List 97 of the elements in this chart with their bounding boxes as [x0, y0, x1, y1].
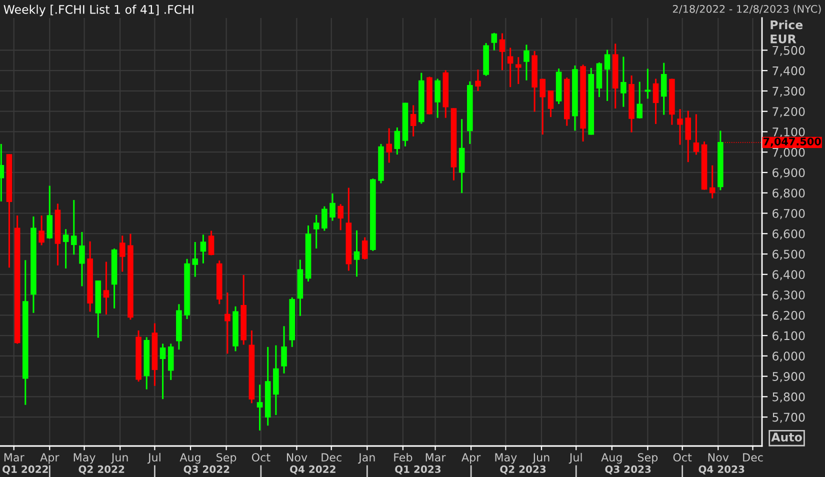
- candlestick: [499, 32, 506, 71]
- x2-tick-label: Q2 2022: [78, 465, 124, 474]
- x-tick-label: Sep: [638, 453, 658, 464]
- x-tick-label: Jun: [532, 453, 550, 464]
- y-tick-label: 7,300: [772, 86, 805, 97]
- x2-tick-label: Q3 2022: [184, 465, 230, 474]
- y-tick-label: 6,400: [772, 270, 805, 280]
- y-tick-label: 7,200: [772, 107, 805, 118]
- candlestick: [330, 192, 336, 222]
- x-tick-label: Dec: [743, 453, 763, 462]
- candlestick: [103, 260, 110, 316]
- x-tick-label: Jul: [147, 452, 160, 464]
- candlestick: [410, 104, 416, 138]
- x2-tick-label: Q4 2022: [290, 465, 336, 474]
- y-axis-title: Price EUR: [770, 20, 803, 44]
- x-tick-label: Aug: [601, 453, 622, 464]
- candlestick: [636, 81, 643, 120]
- y-tick-label: 6,900: [772, 168, 805, 178]
- text: Auto: [771, 432, 802, 442]
- y-tick-label: 5,800: [772, 392, 805, 403]
- candlestick: [322, 206, 328, 232]
- y-tick-label: 6,000: [772, 352, 805, 362]
- candlestick: [491, 32, 498, 52]
- y-tick-label: 6,300: [772, 290, 805, 301]
- x-tick-label: Jan: [358, 453, 375, 464]
- candlestick: [192, 241, 198, 278]
- x2-tick-label: Q1 2023: [395, 465, 441, 474]
- x-tick-label: Oct: [673, 453, 692, 462]
- candlestick: [160, 342, 166, 400]
- x-tick-label: Mar: [4, 453, 24, 462]
- candlestick: [434, 78, 440, 119]
- x2-tick-label: Q4 2023: [698, 465, 744, 474]
- candlestick: [79, 231, 85, 287]
- candlestick: [200, 234, 206, 264]
- candlestick: [540, 78, 546, 136]
- chart-title: Weekly [.FCHI List 1 of 41] .FCHI: [4, 4, 194, 16]
- candlestick: [685, 110, 692, 163]
- candlestick: [644, 68, 651, 100]
- candlestick: [62, 228, 69, 270]
- x2-tick-label: Q2 2023: [500, 465, 546, 474]
- candlestick: [256, 384, 263, 432]
- candlestick: [168, 342, 174, 381]
- x-tick-label: Apr: [40, 453, 60, 464]
- candlestick: [224, 292, 230, 354]
- candlestick: [386, 127, 392, 164]
- x-tick-label: May: [495, 453, 517, 464]
- y-tick-label: 6,800: [772, 188, 805, 199]
- candlestick: [620, 56, 626, 108]
- y-tick-label: 7,000: [772, 148, 805, 158]
- x2-tick-label: Q1 2022: [2, 465, 48, 474]
- candlestick: [119, 234, 126, 273]
- ref-line-label: 7,047.500: [763, 138, 821, 147]
- candlestick: [362, 236, 368, 260]
- candlestick: [338, 203, 344, 231]
- x-tick-label: Dec: [322, 453, 342, 462]
- candlestick: [46, 184, 53, 240]
- y-tick-label: 6,600: [772, 229, 805, 240]
- x-tick-label: Jun: [110, 453, 128, 464]
- x-tick-label: Oct: [252, 453, 270, 462]
- candlestick: [354, 230, 360, 278]
- candlestick: [208, 230, 214, 256]
- y-tick-label: 6,500: [772, 250, 805, 260]
- candlestick: [660, 62, 667, 116]
- x-tick-label: Mar: [426, 453, 446, 462]
- candlestick: [604, 49, 610, 102]
- candlestick: [70, 199, 77, 256]
- candlestick: [548, 90, 554, 118]
- x-tick-label: Jul: [568, 452, 582, 464]
- y-tick-label: 5,900: [772, 372, 805, 382]
- y-tick-label: 7,400: [772, 66, 805, 76]
- candlestick: [652, 78, 659, 125]
- candlestick: [515, 56, 522, 85]
- x-tick-label: Nov: [708, 453, 729, 462]
- x-tick-label: Sep: [216, 453, 236, 464]
- y-tick-label: 7,100: [772, 127, 805, 138]
- x-tick-label: Feb: [394, 452, 412, 462]
- x-tick-label: Apr: [462, 453, 481, 464]
- candlestick: [507, 46, 514, 88]
- y-tick-label: 6,700: [772, 208, 805, 220]
- candlestick: [394, 126, 400, 156]
- candlestick: [709, 164, 716, 200]
- candlestick: [475, 68, 481, 92]
- chart-subtitle: 2/18/2022 - 12/8/2023 (NYC): [672, 4, 821, 14]
- candlestick: [524, 44, 530, 82]
- candlestick: [38, 214, 44, 246]
- y-tick-label: 5,700: [772, 412, 805, 423]
- x2-tick-label: Q3 2023: [605, 465, 651, 474]
- candlestick: [693, 113, 700, 156]
- candlestick: [677, 108, 683, 146]
- x-tick-label: Nov: [286, 453, 308, 462]
- y-tick-label: 6,200: [772, 310, 805, 322]
- x-tick-label: May: [74, 453, 96, 464]
- candlestick: [313, 214, 320, 250]
- y-tick-label: 6,100: [772, 331, 805, 342]
- candlestick: [281, 325, 287, 374]
- y-tick-label: 7,500: [772, 46, 805, 56]
- x-tick-label: Aug: [180, 453, 200, 464]
